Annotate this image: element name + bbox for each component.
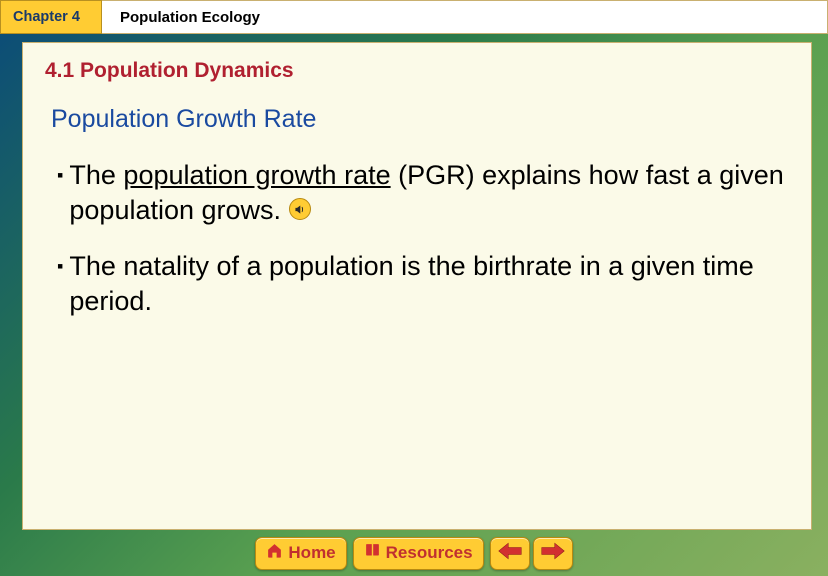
slide: Chapter 4 Population Ecology 4.1 Populat… bbox=[0, 0, 828, 576]
section-title: 4.1 Population Dynamics bbox=[45, 59, 789, 83]
arrow-left-icon bbox=[497, 541, 523, 566]
resources-button[interactable]: Resources bbox=[353, 537, 484, 570]
content-subtitle: Population Growth Rate bbox=[51, 105, 789, 134]
bullet-prefix: The bbox=[69, 160, 123, 190]
bullet-text: The natality of a population is the birt… bbox=[69, 249, 789, 318]
back-button[interactable] bbox=[490, 537, 530, 570]
arrow-right-icon bbox=[540, 541, 566, 566]
bullet-marker-icon: ▪ bbox=[57, 165, 63, 186]
forward-button[interactable] bbox=[533, 537, 573, 570]
bullet-text: The population growth rate (PGR) explain… bbox=[69, 158, 789, 227]
bullet-term: population growth rate bbox=[123, 160, 390, 190]
bullet-marker-icon: ▪ bbox=[57, 256, 63, 277]
bullet-item: ▪ The natality of a population is the bi… bbox=[57, 249, 789, 318]
bullet-item: ▪ The population growth rate (PGR) expla… bbox=[57, 158, 789, 227]
audio-icon[interactable] bbox=[289, 198, 311, 220]
book-icon bbox=[364, 542, 381, 564]
bottom-nav: Home Resources bbox=[0, 537, 828, 570]
home-label: Home bbox=[288, 543, 335, 563]
slide-header: Chapter 4 Population Ecology bbox=[0, 0, 828, 34]
home-icon bbox=[266, 542, 283, 564]
chapter-badge: Chapter 4 bbox=[0, 0, 102, 34]
chapter-badge-text: Chapter 4 bbox=[13, 9, 80, 25]
chapter-title-bar: Population Ecology bbox=[102, 0, 828, 34]
nav-arrows bbox=[490, 537, 573, 570]
resources-label: Resources bbox=[386, 543, 473, 563]
home-button[interactable]: Home bbox=[255, 537, 346, 570]
content-panel: 4.1 Population Dynamics Population Growt… bbox=[22, 42, 812, 530]
chapter-title-text: Population Ecology bbox=[120, 9, 260, 26]
